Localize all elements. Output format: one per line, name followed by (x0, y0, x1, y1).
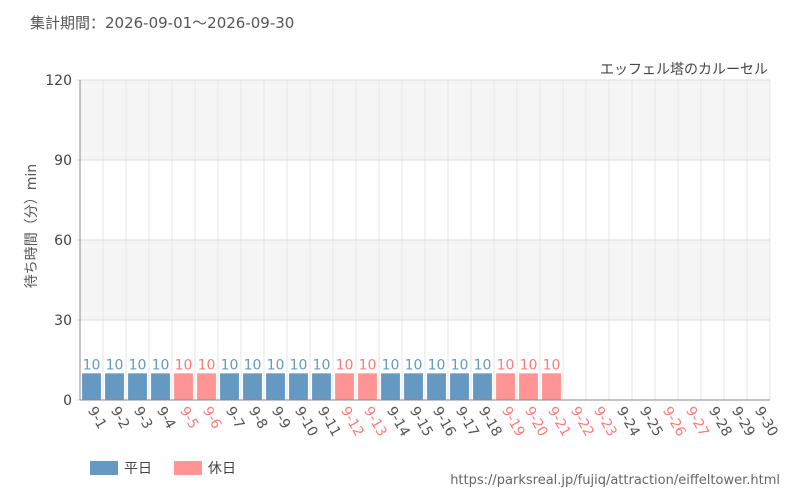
data-label: 10 (359, 357, 377, 373)
x-tick-label: 9-28 (705, 404, 735, 440)
data-label: 10 (267, 357, 285, 373)
data-label: 10 (382, 357, 400, 373)
x-tick-label: 9-22 (567, 404, 597, 440)
data-label: 10 (313, 357, 331, 373)
bar (404, 373, 423, 400)
x-tick-label: 9-11 (314, 404, 344, 440)
bar (542, 373, 561, 400)
bar (335, 373, 354, 400)
x-tick-label: 9-12 (337, 404, 367, 440)
bar (174, 373, 193, 400)
bar (473, 373, 492, 400)
x-tick-label: 9-1 (84, 404, 109, 432)
data-label: 10 (83, 357, 101, 373)
data-label: 10 (543, 357, 561, 373)
y-tick-label: 120 (45, 73, 72, 89)
x-tick-label: 9-9 (268, 404, 293, 432)
data-label: 10 (428, 357, 446, 373)
x-tick-label: 9-24 (613, 404, 643, 440)
x-tick-label: 9-25 (636, 404, 666, 440)
bar (266, 373, 285, 400)
x-tick-label: 9-8 (245, 404, 270, 432)
x-tick-label: 9-18 (475, 404, 505, 440)
x-tick-label: 9-26 (659, 404, 689, 440)
data-label: 10 (451, 357, 469, 373)
data-label: 10 (336, 357, 354, 373)
bar (427, 373, 446, 400)
data-label: 10 (474, 357, 492, 373)
source-url[interactable]: https://parksreal.jp/fujiq/attraction/ei… (450, 473, 780, 488)
y-tick-label: 90 (54, 153, 72, 169)
bar (128, 373, 147, 400)
x-tick-label: 9-29 (728, 404, 758, 440)
bar (381, 373, 400, 400)
legend-item-weekday: 平日 (90, 458, 152, 478)
x-tick-label: 9-13 (360, 404, 390, 440)
data-label: 10 (221, 357, 239, 373)
x-tick-label: 9-20 (521, 404, 551, 440)
chart-title: エッフェル塔のカルーセル (600, 62, 768, 78)
bar (243, 373, 262, 400)
y-tick-label: 0 (63, 393, 72, 409)
x-tick-label: 9-17 (452, 404, 482, 440)
data-label: 10 (129, 357, 147, 373)
x-tick-label: 9-10 (291, 404, 321, 440)
y-tick-label: 60 (54, 233, 72, 249)
bars (82, 373, 561, 400)
bar (519, 373, 538, 400)
data-label: 10 (106, 357, 124, 373)
data-label: 10 (244, 357, 262, 373)
data-label: 10 (152, 357, 170, 373)
legend-item-holiday: 休日 (174, 458, 236, 478)
y-tick-label: 30 (54, 313, 72, 329)
x-tick-labels: 9-19-29-39-49-59-69-79-89-99-109-119-129… (84, 404, 781, 440)
data-label: 10 (175, 357, 193, 373)
bar (312, 373, 331, 400)
period-label: 集計期間：2026-09-01～2026-09-30 (30, 14, 295, 32)
bar (450, 373, 469, 400)
y-axis-title: 待ち時間（分）min (24, 164, 40, 288)
bar (220, 373, 239, 400)
bar (358, 373, 377, 400)
bar (496, 373, 515, 400)
bar (105, 373, 124, 400)
x-tick-label: 9-15 (406, 404, 436, 440)
bar (289, 373, 308, 400)
bar (151, 373, 170, 400)
x-tick-label: 9-5 (176, 404, 201, 432)
x-tick-label: 9-2 (107, 404, 132, 432)
bar (197, 373, 216, 400)
x-tick-label: 9-4 (153, 404, 178, 432)
x-tick-label: 9-30 (751, 404, 781, 440)
x-tick-label: 9-21 (544, 404, 574, 440)
data-label: 10 (198, 357, 216, 373)
legend-weekday-label: 平日 (124, 461, 152, 477)
x-tick-label: 9-16 (429, 404, 459, 440)
x-tick-label: 9-14 (383, 404, 413, 440)
data-label: 10 (520, 357, 538, 373)
legend-holiday-label: 休日 (208, 461, 236, 477)
y-tick-labels: 0 30 60 90 120 (45, 73, 72, 409)
data-label: 10 (290, 357, 308, 373)
axes (79, 80, 770, 401)
weekday-swatch (90, 461, 118, 475)
x-tick-label: 9-19 (498, 404, 528, 440)
x-tick-label: 9-6 (199, 404, 224, 432)
data-labels: 10 10 10 10 10 10 10 10 10 10 10 10 10 10 10 10 10 10 10 10… (83, 357, 561, 373)
x-tick-label: 9-7 (222, 404, 247, 432)
x-tick-label: 9-23 (590, 404, 620, 440)
data-label: 10 (497, 357, 515, 373)
legend: 平日 休日 (90, 458, 236, 478)
bar (82, 373, 101, 400)
x-tick-label: 9-27 (682, 404, 712, 440)
data-label: 10 (405, 357, 423, 373)
holiday-swatch (174, 461, 202, 475)
x-tick-label: 9-3 (130, 404, 155, 432)
